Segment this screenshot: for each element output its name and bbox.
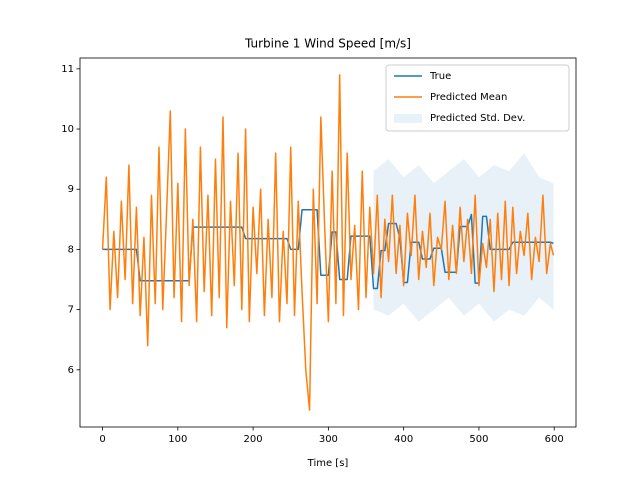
- x-tick-label: 500: [469, 434, 488, 445]
- y-tick-label: 7: [68, 305, 74, 316]
- y-tick-label: 6: [68, 365, 74, 376]
- x-tick-label: 300: [319, 434, 338, 445]
- x-tick-label: 0: [99, 434, 105, 445]
- legend-label: True: [429, 71, 451, 82]
- x-axis-label: Time [s]: [307, 458, 349, 469]
- legend-box: [385, 64, 570, 132]
- x-tick-label: 100: [168, 434, 187, 445]
- legend-swatch: [394, 114, 422, 123]
- series-line: [101, 74, 555, 411]
- x-tick-label: 400: [394, 434, 413, 445]
- legend-label: Predicted Mean: [430, 92, 507, 103]
- x-tick-label: 200: [244, 434, 263, 445]
- x-tick-label: 600: [545, 434, 564, 445]
- y-tick-label: 10: [61, 124, 74, 135]
- y-tick-label: 11: [61, 64, 74, 75]
- y-tick-label: 9: [68, 184, 74, 195]
- legend-label: Predicted Std. Dev.: [430, 113, 525, 124]
- y-tick-label: 8: [68, 244, 74, 255]
- chart-title: Turbine 1 Wind Speed [m/s]: [244, 37, 411, 51]
